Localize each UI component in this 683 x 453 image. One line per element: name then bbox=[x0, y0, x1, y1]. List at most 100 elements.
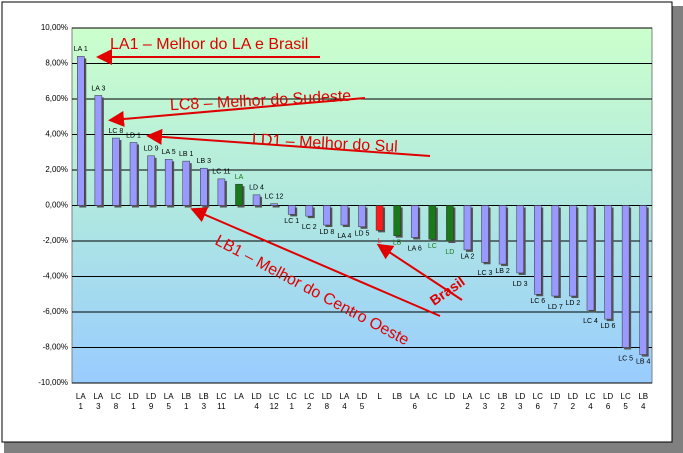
bar-label: LC 12 bbox=[265, 194, 284, 201]
x-tick-label: 5 bbox=[623, 402, 628, 411]
y-tick-label: -10,00% bbox=[38, 378, 68, 387]
bar bbox=[77, 56, 85, 206]
x-tick-label: LB bbox=[392, 392, 402, 401]
x-tick-label: 5 bbox=[166, 402, 171, 411]
bar-label: LB 4 bbox=[636, 358, 651, 365]
bar-label: LB 3 bbox=[197, 158, 212, 165]
y-tick-label: 2,00% bbox=[45, 165, 68, 174]
y-tick-label: 0,00% bbox=[45, 201, 68, 210]
bar-label: LD 3 bbox=[513, 281, 528, 288]
y-tick-label: 10,00% bbox=[41, 23, 68, 32]
bar bbox=[182, 160, 190, 206]
x-tick-label: 4 bbox=[342, 402, 347, 411]
bar bbox=[498, 205, 507, 265]
bar bbox=[305, 205, 314, 217]
x-tick-label: 3 bbox=[518, 402, 523, 411]
bar bbox=[586, 205, 595, 311]
bar bbox=[323, 205, 331, 226]
x-tick-label: LD bbox=[146, 392, 156, 401]
x-tick-label: LC bbox=[304, 392, 314, 401]
x-tick-label: 1 bbox=[131, 402, 136, 411]
bar-label: LD 4 bbox=[249, 185, 264, 192]
x-tick-label: LD bbox=[251, 392, 261, 401]
x-tick-label: L bbox=[377, 392, 382, 401]
bar bbox=[428, 205, 437, 240]
y-tick-label: -8,00% bbox=[43, 343, 68, 352]
shadow bbox=[672, 6, 683, 453]
bar-label: LC 4 bbox=[583, 318, 598, 325]
bar-label: LD 1 bbox=[126, 132, 141, 139]
x-tick-label: LA bbox=[234, 392, 244, 401]
bar-label: LB 1 bbox=[179, 151, 194, 158]
bar-label: LD 8 bbox=[319, 229, 334, 236]
arrow bbox=[376, 243, 463, 301]
bar bbox=[375, 205, 384, 231]
shadow bbox=[4, 442, 683, 453]
x-tick-label: 6 bbox=[413, 402, 418, 411]
x-tick-label: LD bbox=[445, 392, 455, 401]
x-tick-label: LC bbox=[216, 392, 226, 401]
bar bbox=[129, 142, 138, 206]
x-tick-label: 1 bbox=[289, 402, 294, 411]
x-tick-label: 8 bbox=[114, 402, 119, 411]
x-tick-label: LA bbox=[410, 392, 420, 401]
x-tick-label: 6 bbox=[536, 402, 541, 411]
bar bbox=[463, 205, 472, 251]
x-tick-label: LA bbox=[93, 392, 103, 401]
x-tick-label: LA bbox=[164, 392, 174, 401]
x-tick-label: 1 bbox=[79, 402, 84, 411]
x-tick-label: LD bbox=[128, 392, 138, 401]
x-tick-label: LD bbox=[322, 392, 332, 401]
x-tick-label: LD bbox=[357, 392, 367, 401]
x-tick-label: 2 bbox=[465, 402, 470, 411]
x-tick-label: LD bbox=[603, 392, 613, 401]
x-tick-label: LA bbox=[340, 392, 350, 401]
bar-label: LA 3 bbox=[91, 85, 105, 92]
y-tick-label: 8,00% bbox=[45, 59, 68, 68]
x-tick-label: LB bbox=[199, 392, 209, 401]
x-tick-label: 2 bbox=[307, 402, 312, 411]
x-tick-label: LD bbox=[550, 392, 560, 401]
bar-label: LA 6 bbox=[408, 245, 422, 252]
bar-label: LA 1 bbox=[74, 46, 88, 53]
arrow bbox=[108, 97, 366, 127]
bar-shadow bbox=[272, 205, 280, 208]
x-tick-label: LC bbox=[427, 392, 437, 401]
bar bbox=[393, 205, 401, 236]
bar bbox=[639, 205, 647, 355]
bar bbox=[446, 205, 454, 242]
y-tick-label: 4,00% bbox=[45, 130, 68, 139]
annotation: LA1 – Melhor do LA e Brasil bbox=[110, 36, 308, 53]
bar bbox=[410, 205, 419, 238]
x-tick-label: 2 bbox=[571, 402, 576, 411]
x-tick-label: 12 bbox=[270, 402, 279, 411]
x-tick-label: 9 bbox=[149, 402, 154, 411]
bar-label: LB 2 bbox=[495, 268, 510, 275]
x-tick-label: LB bbox=[498, 392, 508, 401]
x-tick-label: 2 bbox=[500, 402, 505, 411]
bar bbox=[235, 183, 243, 206]
bar-label: LA bbox=[235, 174, 244, 181]
x-tick-label: LC bbox=[585, 392, 595, 401]
x-tick-label: LD bbox=[515, 392, 525, 401]
bar bbox=[217, 178, 226, 206]
bar bbox=[358, 205, 366, 228]
x-tick-label: 8 bbox=[325, 402, 330, 411]
bar-label: LA 4 bbox=[337, 233, 351, 240]
bar bbox=[481, 205, 489, 263]
x-tick-label: LB bbox=[638, 392, 648, 401]
bar bbox=[287, 205, 296, 215]
y-tick-label: 6,00% bbox=[45, 94, 68, 103]
x-tick-label: LA bbox=[463, 392, 473, 401]
bar-label: LB bbox=[393, 240, 402, 247]
x-tick-label: LC bbox=[111, 392, 121, 401]
bar-label: LD bbox=[445, 249, 454, 256]
bar-label: LA 5 bbox=[162, 149, 176, 156]
bar bbox=[340, 205, 349, 226]
bar-label: LC 11 bbox=[212, 169, 230, 176]
x-tick-label: 4 bbox=[254, 402, 259, 411]
bar-label: LA 2 bbox=[460, 254, 474, 261]
x-tick-label: 4 bbox=[588, 402, 593, 411]
bar-label: LC 1 bbox=[284, 218, 299, 225]
